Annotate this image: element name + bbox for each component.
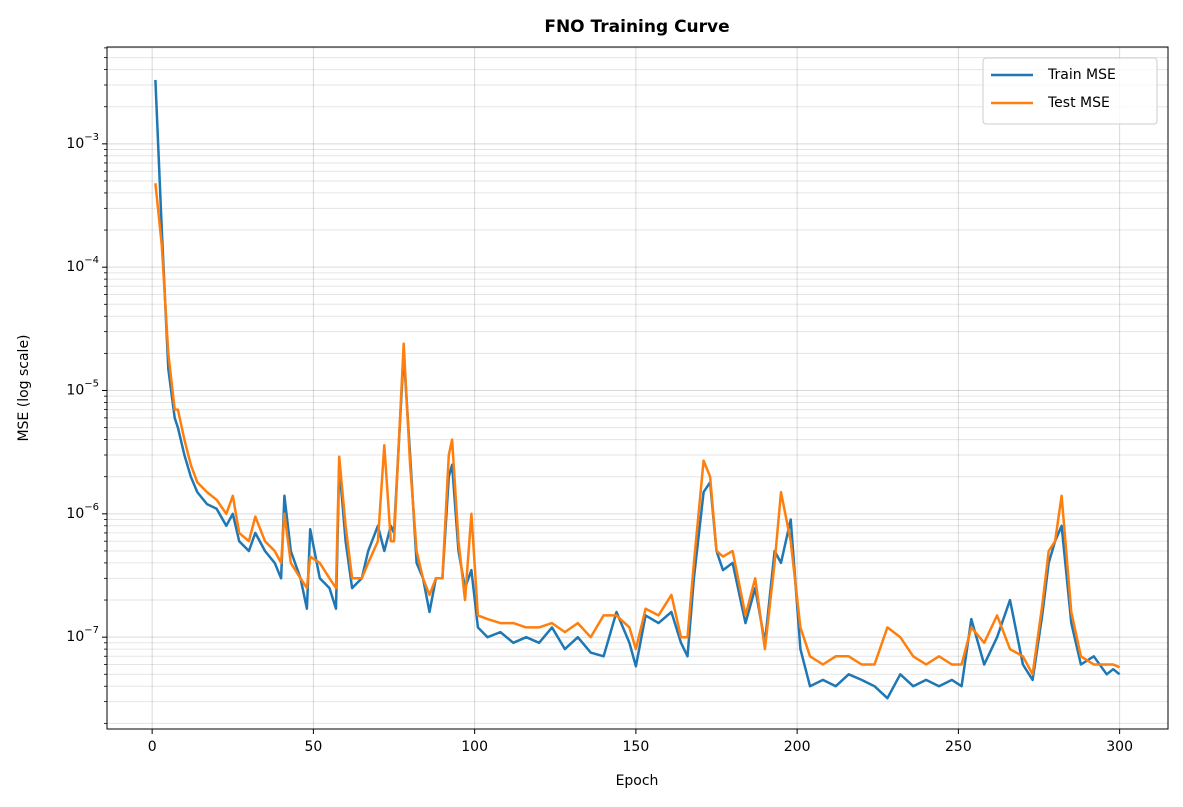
y-tick-exp: −7 xyxy=(84,625,99,636)
x-tick-label: 300 xyxy=(1106,739,1133,755)
line-series xyxy=(154,183,1121,676)
y-tick-base: 10 xyxy=(66,506,84,522)
y-tick-base: 10 xyxy=(66,259,84,275)
x-tick-label: 250 xyxy=(945,739,972,755)
line-series xyxy=(154,79,1121,700)
y-tick-exp: −6 xyxy=(84,502,99,513)
y-axis-label: MSE (log scale) xyxy=(16,334,32,441)
legend-label: Test MSE xyxy=(1047,95,1110,111)
y-tick-base: 10 xyxy=(66,136,84,152)
chart-title: FNO Training Curve xyxy=(544,17,729,37)
y-tick-exp: −5 xyxy=(84,379,99,390)
y-tick-exp: −3 xyxy=(84,132,99,143)
x-tick-label: 200 xyxy=(784,739,811,755)
x-axis-label: Epoch xyxy=(616,773,659,789)
y-tick-label: 10−3 xyxy=(66,132,99,152)
y-tick-base: 10 xyxy=(66,383,84,399)
y-tick-label: 10−6 xyxy=(66,502,99,522)
x-tick-label: 50 xyxy=(304,739,322,755)
legend-label: Train MSE xyxy=(1047,67,1116,83)
y-tick-label: 10−7 xyxy=(66,625,99,645)
y-tick-label: 10−4 xyxy=(66,255,99,275)
x-tick-label: 0 xyxy=(148,739,157,755)
y-tick-label: 10−5 xyxy=(66,379,99,399)
y-tick-base: 10 xyxy=(66,629,84,645)
x-tick-label: 100 xyxy=(461,739,488,755)
plot-frame xyxy=(106,46,1169,730)
y-tick-exp: −4 xyxy=(84,255,99,266)
x-tick-label: 150 xyxy=(623,739,650,755)
